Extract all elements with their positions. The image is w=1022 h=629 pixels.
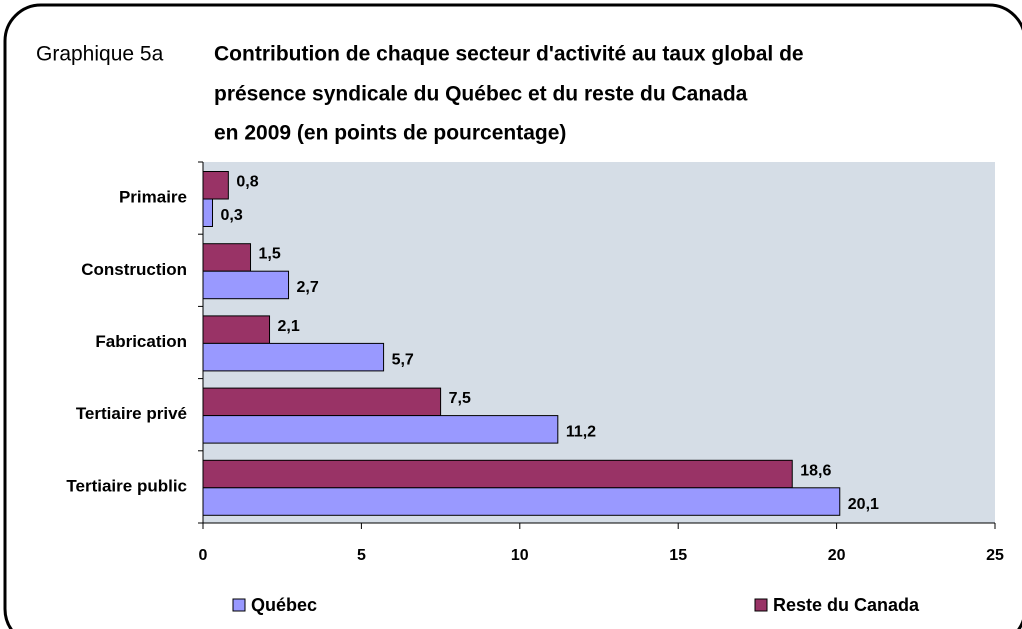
bar	[202, 171, 229, 200]
bar	[202, 487, 841, 516]
chart-label: Graphique 5a	[36, 43, 164, 66]
value-label: 0,3	[221, 207, 243, 224]
legend-label: Québec	[251, 595, 317, 615]
value-label: 18,6	[800, 462, 831, 479]
value-label: 2,1	[278, 318, 300, 335]
chart-title: présence syndicale du Québec et du reste…	[214, 83, 748, 106]
bar	[202, 270, 290, 300]
legend-label: Reste du Canada	[773, 595, 920, 615]
chart-title: Contribution de chaque secteur d'activit…	[214, 43, 804, 66]
legend-swatch	[232, 598, 246, 612]
value-label: 0,8	[236, 173, 258, 190]
category-label: Tertiaire privé	[76, 404, 187, 423]
category-label: Fabrication	[95, 332, 187, 351]
category-label: Construction	[81, 260, 187, 279]
x-tick-label: 20	[828, 547, 846, 564]
value-label: 7,5	[449, 390, 471, 407]
x-tick-label: 15	[669, 547, 687, 564]
x-tick-label: 25	[986, 547, 1004, 564]
bar	[202, 459, 793, 489]
value-label: 2,7	[297, 279, 319, 296]
value-label: 11,2	[566, 424, 596, 441]
bar	[202, 198, 214, 227]
bar	[202, 315, 271, 344]
bar	[202, 342, 385, 372]
legend-swatch	[754, 598, 768, 612]
bar	[202, 243, 252, 272]
x-tick-label: 0	[199, 547, 208, 564]
chart-title: en 2009 (en points de pourcentage)	[214, 122, 566, 145]
bar	[202, 387, 442, 417]
x-tick-label: 5	[357, 547, 366, 564]
value-label: 5,7	[392, 351, 414, 368]
category-label: Tertiaire public	[66, 476, 187, 495]
bar	[202, 415, 559, 444]
value-label: 1,5	[259, 246, 281, 263]
x-tick-label: 10	[511, 547, 529, 564]
category-label: Primaire	[119, 188, 187, 207]
value-label: 20,1	[848, 496, 879, 513]
